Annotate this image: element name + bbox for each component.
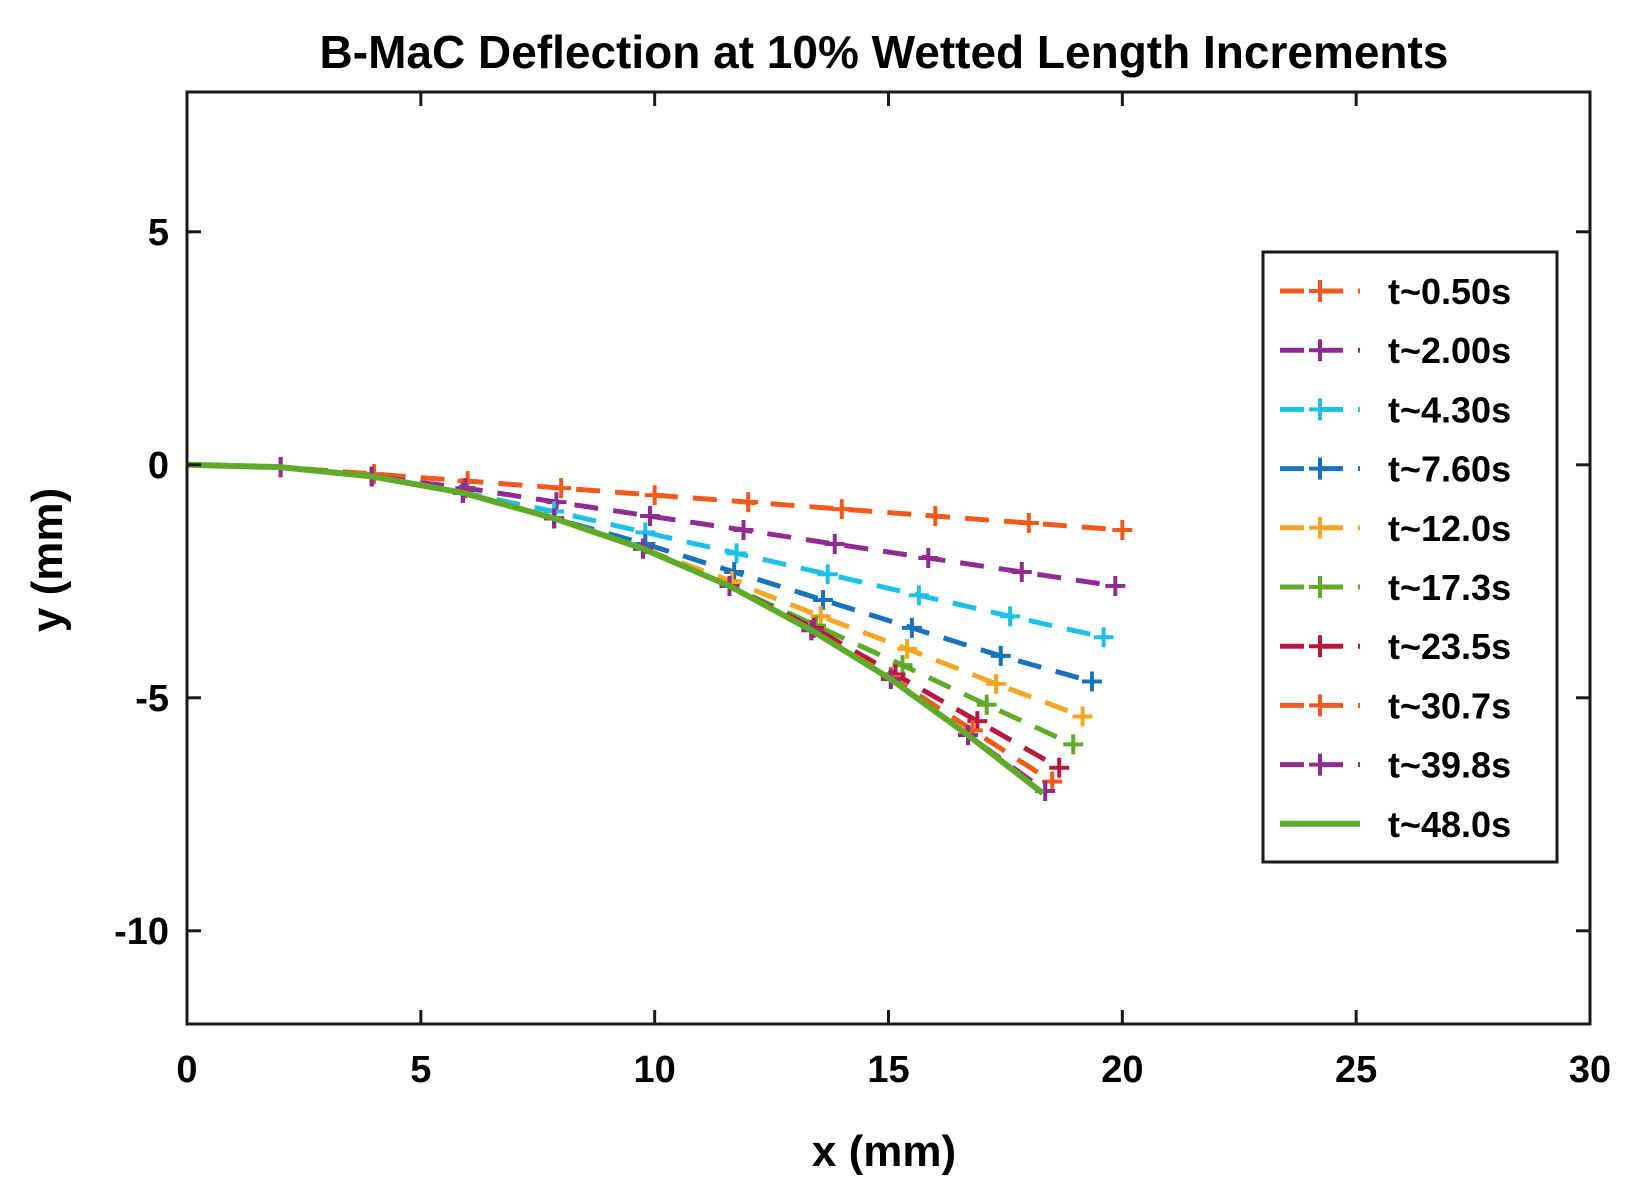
data-point-marker xyxy=(824,534,845,555)
series-line xyxy=(186,462,1075,747)
data-point-marker xyxy=(1063,734,1084,755)
legend-label: t~4.30s xyxy=(1388,389,1511,430)
data-point-marker xyxy=(546,492,567,513)
series-t-48-0s xyxy=(186,461,1045,796)
data-point-marker xyxy=(986,673,1007,694)
data-point-marker xyxy=(1018,513,1039,534)
data-point-marker xyxy=(813,589,834,610)
series-layer xyxy=(186,457,1133,801)
data-point-marker xyxy=(1072,706,1093,727)
data-point-marker xyxy=(897,638,918,659)
legend-label: t~39.8s xyxy=(1388,745,1511,786)
series-line xyxy=(186,462,1084,719)
data-point-marker xyxy=(918,548,939,568)
data-point-marker xyxy=(817,564,838,585)
x-axis-label: x (mm) xyxy=(812,1127,956,1176)
data-point-marker xyxy=(1112,520,1133,541)
legend-label: t~17.3s xyxy=(1388,567,1511,608)
x-tick-label: 5 xyxy=(410,1049,431,1091)
data-point-marker xyxy=(925,506,946,527)
legend-marker xyxy=(1309,457,1331,480)
data-point-marker xyxy=(976,694,997,715)
legend-marker xyxy=(1309,280,1331,302)
legend-entry: t~23.5s xyxy=(1280,626,1511,667)
data-point-marker xyxy=(1093,627,1114,648)
legend-entry: t~7.60s xyxy=(1280,449,1511,490)
legend: t~0.50s t~2.00s t~4.30s t~7.60s t~12.0s t~17.… xyxy=(1261,250,1559,864)
ticks-layer: 0 5 10 15 20 25 30 -10 -5 0 5 xyxy=(114,92,1611,1091)
legend-marker xyxy=(1309,339,1331,362)
data-point-marker xyxy=(901,617,922,638)
legend-entry: t~30.7s xyxy=(1280,685,1511,726)
legend-entry: t~0.50s xyxy=(1280,271,1511,312)
legend-box xyxy=(1261,250,1559,864)
data-point-marker xyxy=(1049,757,1070,778)
legend-label: t~30.7s xyxy=(1388,685,1511,726)
legend-label: t~0.50s xyxy=(1388,271,1511,312)
data-point-marker xyxy=(1081,671,1102,692)
data-point-marker xyxy=(1105,575,1126,596)
data-point-marker xyxy=(551,478,572,499)
data-point-marker xyxy=(831,499,852,520)
x-tick-label: 10 xyxy=(634,1049,676,1091)
y-tick-label: -5 xyxy=(135,678,169,720)
data-point-marker xyxy=(908,585,929,606)
y-tick-label: 5 xyxy=(148,212,169,254)
legend-marker xyxy=(1309,635,1331,658)
legend-label: t~2.00s xyxy=(1388,330,1511,371)
legend-marker xyxy=(1309,398,1331,421)
chart-title: B-MaC Deflection at 10% Wetted Length In… xyxy=(320,26,1449,78)
legend-label: t~23.5s xyxy=(1388,626,1511,667)
legend-marker xyxy=(1309,753,1331,776)
legend-marker xyxy=(1309,694,1331,717)
legend-label: t~12.0s xyxy=(1388,508,1511,549)
data-point-marker xyxy=(639,506,660,527)
series-line xyxy=(186,461,1045,796)
data-point-marker xyxy=(724,561,745,582)
legend-marker xyxy=(1309,516,1331,539)
legend-entry: t~39.8s xyxy=(1280,745,1511,786)
legend-entry: t~12.0s xyxy=(1280,508,1511,549)
data-point-marker xyxy=(738,492,759,513)
legend-entry: t~4.30s xyxy=(1280,389,1511,430)
x-tick-label: 30 xyxy=(1569,1049,1611,1091)
legend-entry: t~48.0s xyxy=(1280,804,1511,845)
legend-entry: t~17.3s xyxy=(1280,567,1511,608)
series-line xyxy=(186,462,1061,770)
data-point-marker xyxy=(1000,606,1021,627)
legend-marker xyxy=(1309,576,1331,598)
data-point-marker xyxy=(726,543,747,564)
legend-entry: t~2.00s xyxy=(1280,330,1511,371)
data-point-marker xyxy=(990,645,1011,666)
legend-label: t~48.0s xyxy=(1388,804,1511,845)
x-tick-label: 20 xyxy=(1101,1049,1143,1091)
x-tick-label: 15 xyxy=(867,1049,909,1091)
y-tick-label: -10 xyxy=(114,911,169,953)
data-point-marker xyxy=(733,520,754,541)
data-point-marker xyxy=(1011,561,1032,582)
y-axis-label: y (mm) xyxy=(23,488,72,632)
x-tick-label: 25 xyxy=(1335,1049,1377,1091)
y-tick-label: 0 xyxy=(148,445,169,487)
x-tick-label: 0 xyxy=(176,1049,197,1091)
data-point-marker xyxy=(644,485,665,506)
legend-label: t~7.60s xyxy=(1388,449,1511,490)
